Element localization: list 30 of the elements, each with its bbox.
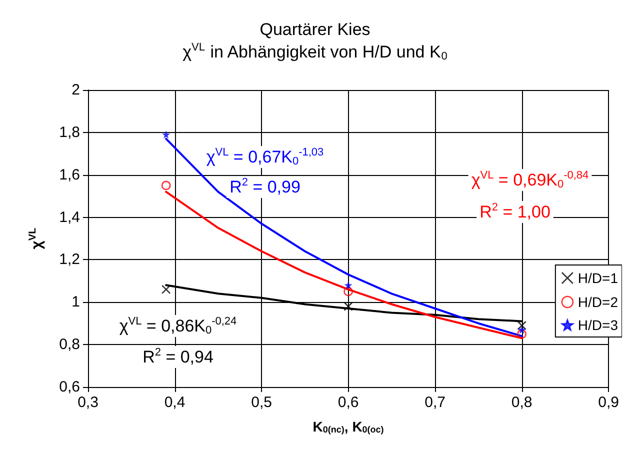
x-tick-label: 0,9	[598, 394, 620, 411]
point	[161, 284, 171, 294]
y-tick-label: 1,2	[59, 251, 80, 268]
y-tick-label: 1	[72, 294, 80, 311]
x-tick-label: 0,7	[424, 394, 446, 411]
point	[344, 281, 352, 290]
y-tick-label: 0,8	[59, 336, 80, 354]
y-tick-label: 1,6	[59, 166, 80, 184]
legend-label: H/D=2	[578, 294, 618, 310]
point	[517, 320, 526, 330]
legend-label: H/D=3	[578, 317, 618, 333]
y-axis-title: χVL	[28, 228, 46, 250]
point	[344, 286, 353, 296]
point	[161, 180, 171, 190]
x-axis-title: K0(nc), K0(oc)	[312, 418, 384, 434]
x-tick-label: 0,8	[511, 394, 532, 411]
x-tick-label: 0,4	[164, 394, 186, 411]
point	[162, 130, 170, 139]
y-tick-label: 2	[72, 82, 80, 98]
x-tick-label: 0,6	[338, 394, 359, 411]
y-tick-label: 1,8	[59, 124, 80, 141]
y-tick-label: 0,6	[59, 378, 80, 396]
chart-title: Quartärer Kies	[260, 20, 370, 39]
point	[518, 326, 526, 334]
point	[517, 329, 526, 339]
x-tick-label: 0,3	[78, 394, 98, 411]
y-tick-label: 1,4	[59, 208, 80, 226]
point	[344, 302, 353, 312]
x-tick-label: 0,5	[251, 394, 272, 411]
legend-label: H/D=1	[578, 270, 618, 286]
